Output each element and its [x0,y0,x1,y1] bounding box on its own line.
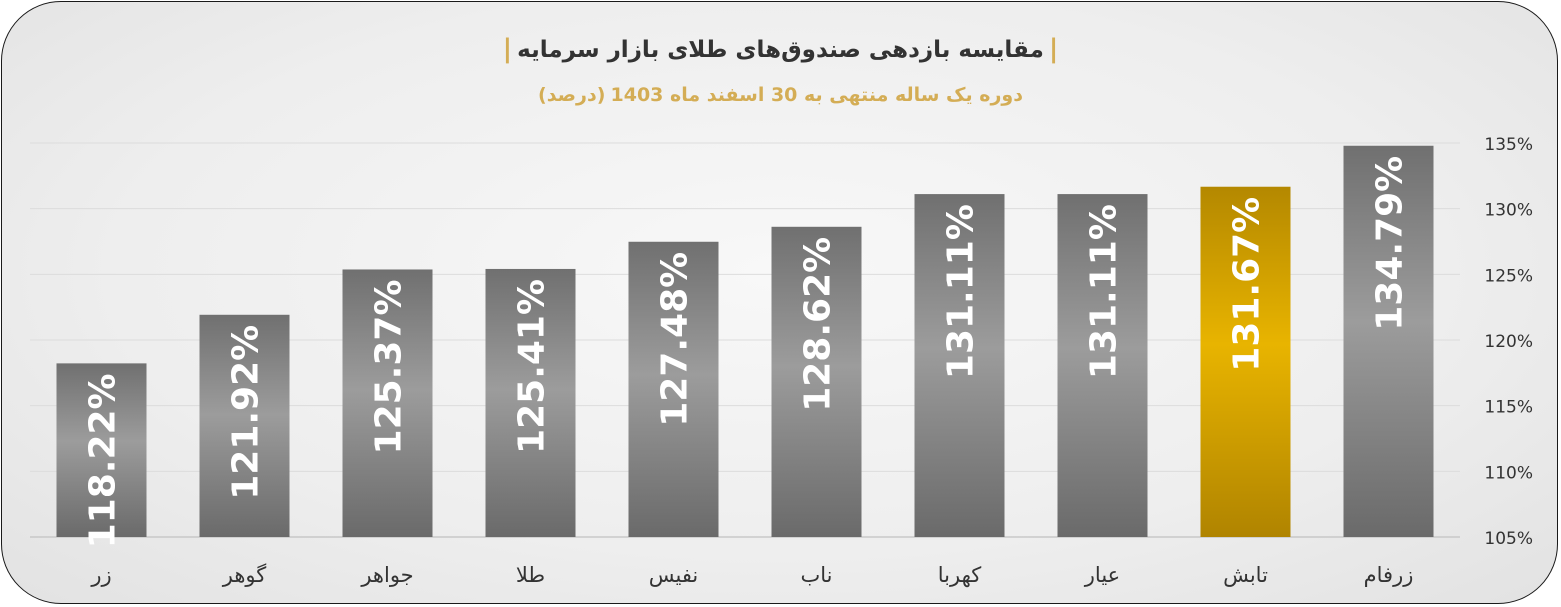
bar-value-label: 125.41% [512,279,553,454]
bar [342,269,433,537]
x-category-label: تابش [1223,563,1268,587]
chart-subtitle-unit: (درصد) [538,84,606,106]
bar-value-label: 131.67% [1227,197,1268,372]
x-category-label: جواهر [360,563,413,587]
bar [1200,186,1291,537]
y-tick-label: 135% [1484,135,1533,155]
y-tick-label: 110% [1484,463,1533,483]
bar-value-label: 131.11% [1084,204,1125,379]
x-category-label: کهربا [938,563,982,587]
bar-value-label: 125.37% [369,279,410,454]
y-tick-label: 125% [1484,266,1533,286]
chart-title: مقایسه بازدهی صندوق‌های طلای بازار سرمای… [517,37,1044,63]
title-accent-bar-left: | [502,34,513,64]
bar-value-label: 131.11% [941,204,982,379]
bar [485,268,576,537]
y-axis: 105% 110% 115% 120% 125% 130% 135% [1484,135,1533,549]
bar [199,314,290,537]
bar-value-label: 118.22% [83,373,124,548]
title-accent-bar-right: | [1048,34,1059,64]
bar [1057,194,1148,537]
chart-subtitle: دوره یک ساله منتهی به 30 اسفند ماه 1403 [610,84,1023,106]
x-category-label: ناب [800,563,832,587]
x-category-label: زر [90,563,111,587]
x-category-label: نفیس [649,563,699,587]
bar-value-label: 127.48% [655,252,696,427]
chart-title-row: | مقایسه بازدهی صندوق‌های طلای بازار سرم… [0,34,1561,64]
y-tick-label: 120% [1484,332,1533,352]
x-axis: زر گوهر جواهر طلا نفیس ناب کهربا عیار تابش زرفام [90,563,1413,587]
x-category-label: طلا [516,563,545,587]
bar-value-label: 134.79% [1370,156,1411,331]
bar [1343,145,1434,537]
chart-subtitle-row: دوره یک ساله منتهی به 30 اسفند ماه 1403 … [0,84,1561,106]
bar-value-label: 121.92% [226,325,267,500]
y-tick-label: 105% [1484,529,1533,549]
bar [771,226,862,538]
x-category-label: گوهر [222,563,267,587]
x-category-label: عیار [1084,563,1120,587]
bar-value-label: 128.62% [798,237,839,412]
y-tick-label: 130% [1484,201,1533,221]
bar [914,194,1005,537]
x-category-label: زرفام [1364,563,1414,587]
bar [628,241,719,537]
y-tick-label: 115% [1484,398,1533,418]
bar [56,363,147,537]
bars: 118.22% 121.92% 125.37% 125.41% 127.48% 128.6… [56,145,1434,548]
